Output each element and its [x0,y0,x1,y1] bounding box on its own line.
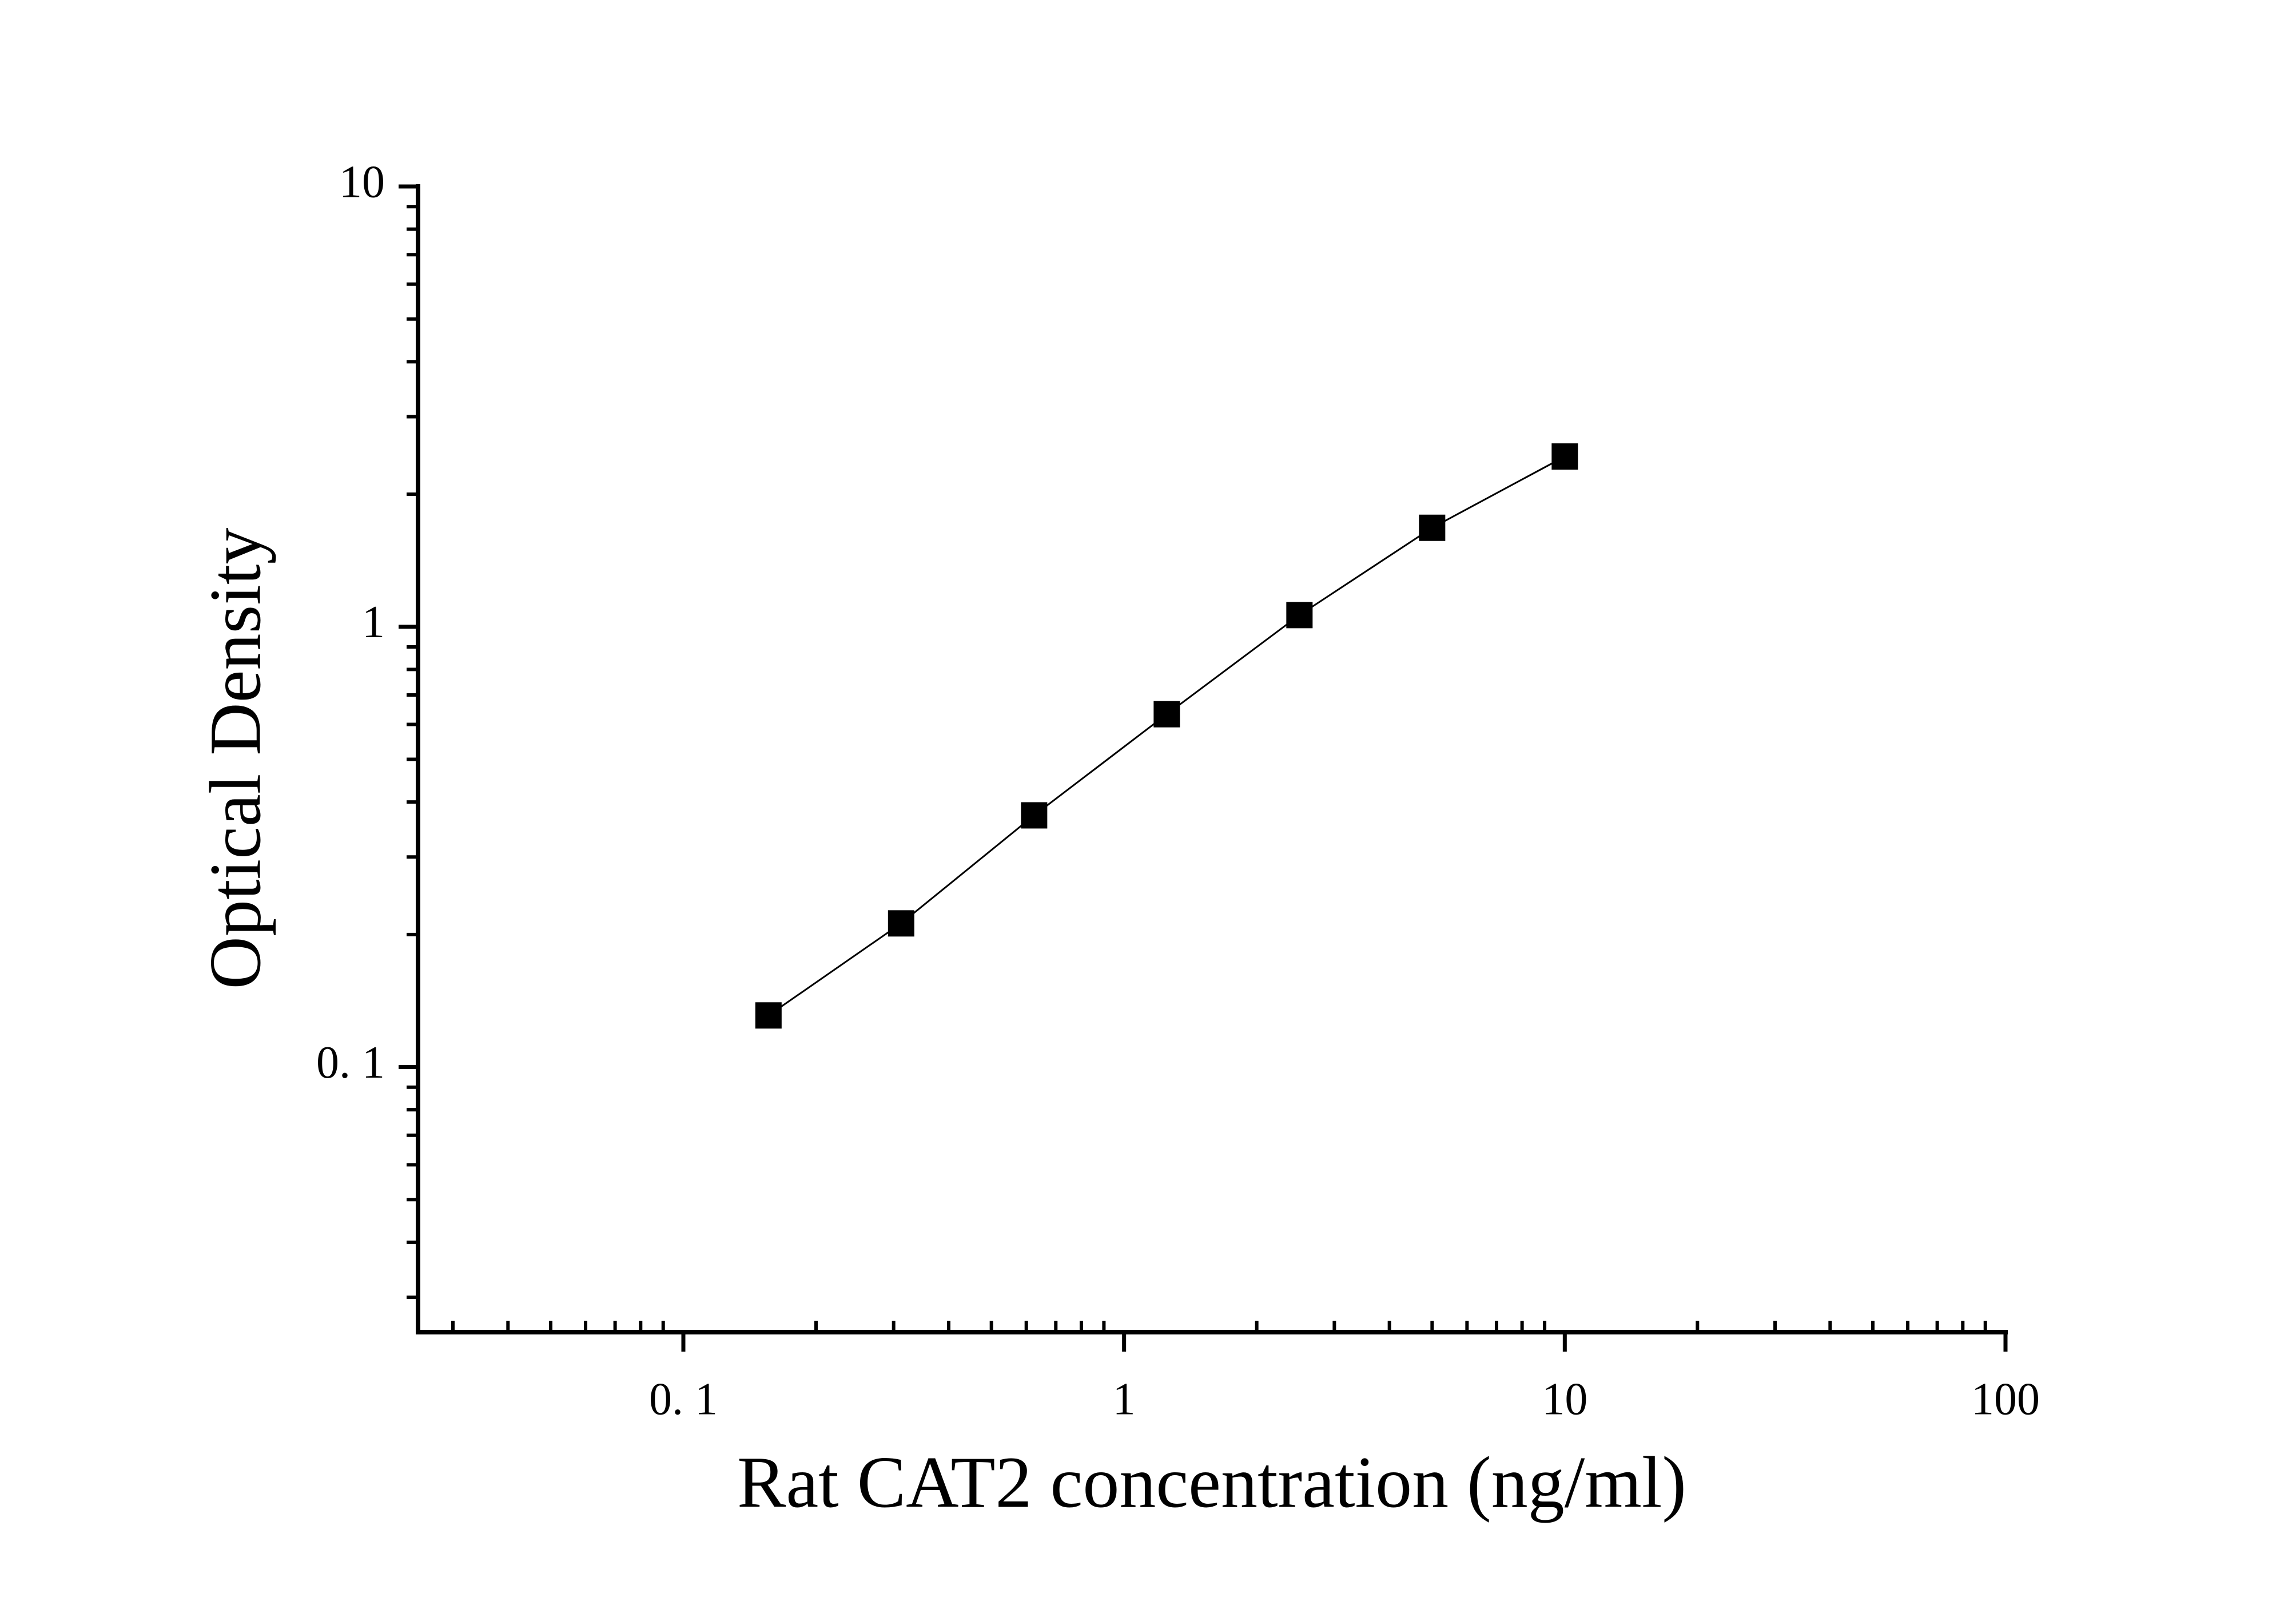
x-tick-label: 10 [1542,1374,1587,1424]
data-point [1286,602,1313,629]
data-point [1021,802,1048,829]
data-point [1419,514,1446,541]
y-tick-label: 0. 1 [316,1038,385,1088]
x-tick-label: 0. 1 [649,1374,718,1424]
data-point [755,1002,782,1029]
y-axis-title: Optical Density [194,528,276,990]
data-point [888,910,914,937]
data-point [1153,701,1180,728]
x-tick-label: 1 [1113,1374,1136,1424]
y-tick-label: 1 [362,597,385,647]
data-point [1551,443,1578,470]
x-axis-title: Rat CAT2 concentration (ng/ml) [737,1441,1686,1523]
x-tick-label: 100 [1971,1374,2040,1424]
y-tick-label: 10 [339,157,385,207]
